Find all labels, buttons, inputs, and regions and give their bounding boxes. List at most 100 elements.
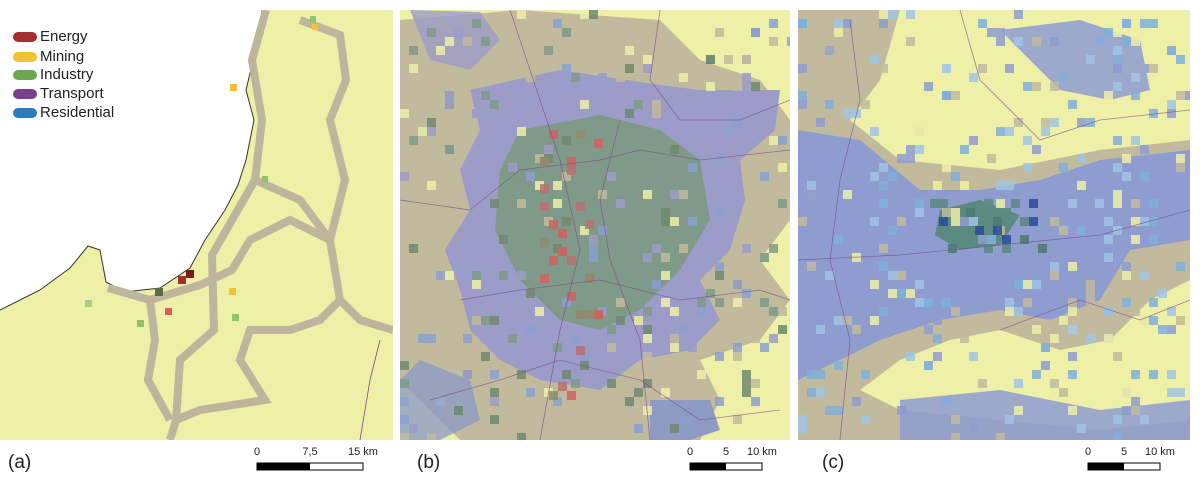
map-cell [742, 388, 751, 397]
map-cell [508, 163, 517, 172]
map-cell [1050, 37, 1059, 46]
map-cell [969, 73, 978, 82]
map-cell [834, 19, 843, 28]
map-cell [1140, 415, 1149, 424]
map-cell [933, 334, 942, 343]
map-cell [553, 46, 562, 55]
map-cell [567, 292, 576, 301]
map-cell [951, 208, 960, 217]
map-cell [951, 91, 960, 100]
map-cell [742, 82, 751, 91]
map-cell [481, 352, 490, 361]
legend-label: Residential [40, 104, 114, 121]
map-cell [798, 172, 807, 181]
map-cell [733, 280, 742, 289]
map-cell [607, 181, 616, 190]
map-cell [589, 361, 598, 370]
map-cell [490, 415, 499, 424]
map-cell [526, 388, 535, 397]
legend-swatch [13, 108, 37, 118]
map-cell [1059, 388, 1068, 397]
map-cell [1002, 208, 1011, 217]
map-cell [1077, 118, 1086, 127]
map-cell [526, 235, 535, 244]
map-cell [607, 361, 616, 370]
map-cell [861, 370, 870, 379]
map-cell [625, 397, 634, 406]
map-cell [1077, 154, 1086, 163]
map-cell [1131, 235, 1140, 244]
map-cell [1023, 82, 1032, 91]
map-cell [598, 244, 607, 253]
map-cell [798, 244, 807, 253]
map-cell [951, 217, 960, 226]
map-cell [661, 217, 670, 226]
scale-bar-fill [257, 463, 310, 470]
map-cell [499, 235, 508, 244]
map-cell [733, 118, 742, 127]
map-cell [1158, 289, 1167, 298]
map-cell [861, 415, 870, 424]
map-cell [996, 28, 1005, 37]
map-cell [1041, 370, 1050, 379]
map-cell [427, 28, 436, 37]
map-cell [984, 199, 993, 208]
map-cell [1077, 181, 1086, 190]
map-cell [897, 289, 906, 298]
map-cell [915, 298, 924, 307]
map-cell [1113, 190, 1122, 199]
map-cell [576, 202, 585, 211]
map-cell [1185, 91, 1190, 100]
map-cell [445, 145, 454, 154]
map-cell [993, 217, 1002, 226]
map-cell [1023, 280, 1032, 289]
map-cell [1140, 64, 1149, 73]
map-cell [742, 55, 751, 64]
map-cell [870, 217, 879, 226]
map-cell [643, 307, 652, 316]
map-cell [942, 298, 951, 307]
legend-swatch [13, 70, 37, 80]
map-cell [798, 100, 807, 109]
map-cell [924, 289, 933, 298]
map-panel-b [400, 10, 790, 440]
map-cell [1113, 46, 1122, 55]
map-cell [1140, 19, 1149, 28]
map-cell [427, 118, 436, 127]
map-cell [960, 91, 969, 100]
map-cell [1014, 37, 1023, 46]
map-cell [1149, 217, 1158, 226]
map-cell [834, 28, 843, 37]
map-cell [490, 199, 499, 208]
map-cell [825, 100, 834, 109]
map-cell [1122, 37, 1131, 46]
map-cell [517, 10, 526, 19]
map-cell [409, 424, 418, 433]
map-cell [576, 346, 585, 355]
map-cell [490, 100, 499, 109]
map-cell [535, 307, 544, 316]
map-cell [924, 361, 933, 370]
scale-label: 0 [254, 446, 260, 458]
map-cell [1023, 136, 1032, 145]
map-cell [1086, 280, 1095, 289]
map-cell [490, 397, 499, 406]
map-cell [843, 316, 852, 325]
map-cell [778, 136, 787, 145]
map-cell [1131, 73, 1140, 82]
scale-label: 5 [723, 446, 729, 458]
map-cell [445, 271, 454, 280]
map-cell [562, 136, 571, 145]
map-cell [1167, 100, 1176, 109]
map-cell [540, 184, 549, 193]
map-cell [571, 73, 580, 82]
map-cell [1095, 37, 1104, 46]
map-cell [715, 298, 724, 307]
map-cell [445, 37, 454, 46]
map-cell [1059, 271, 1068, 280]
map-cell [1086, 55, 1095, 64]
map-cell [540, 238, 549, 247]
map-cell [553, 244, 562, 253]
map-cell [427, 127, 436, 136]
